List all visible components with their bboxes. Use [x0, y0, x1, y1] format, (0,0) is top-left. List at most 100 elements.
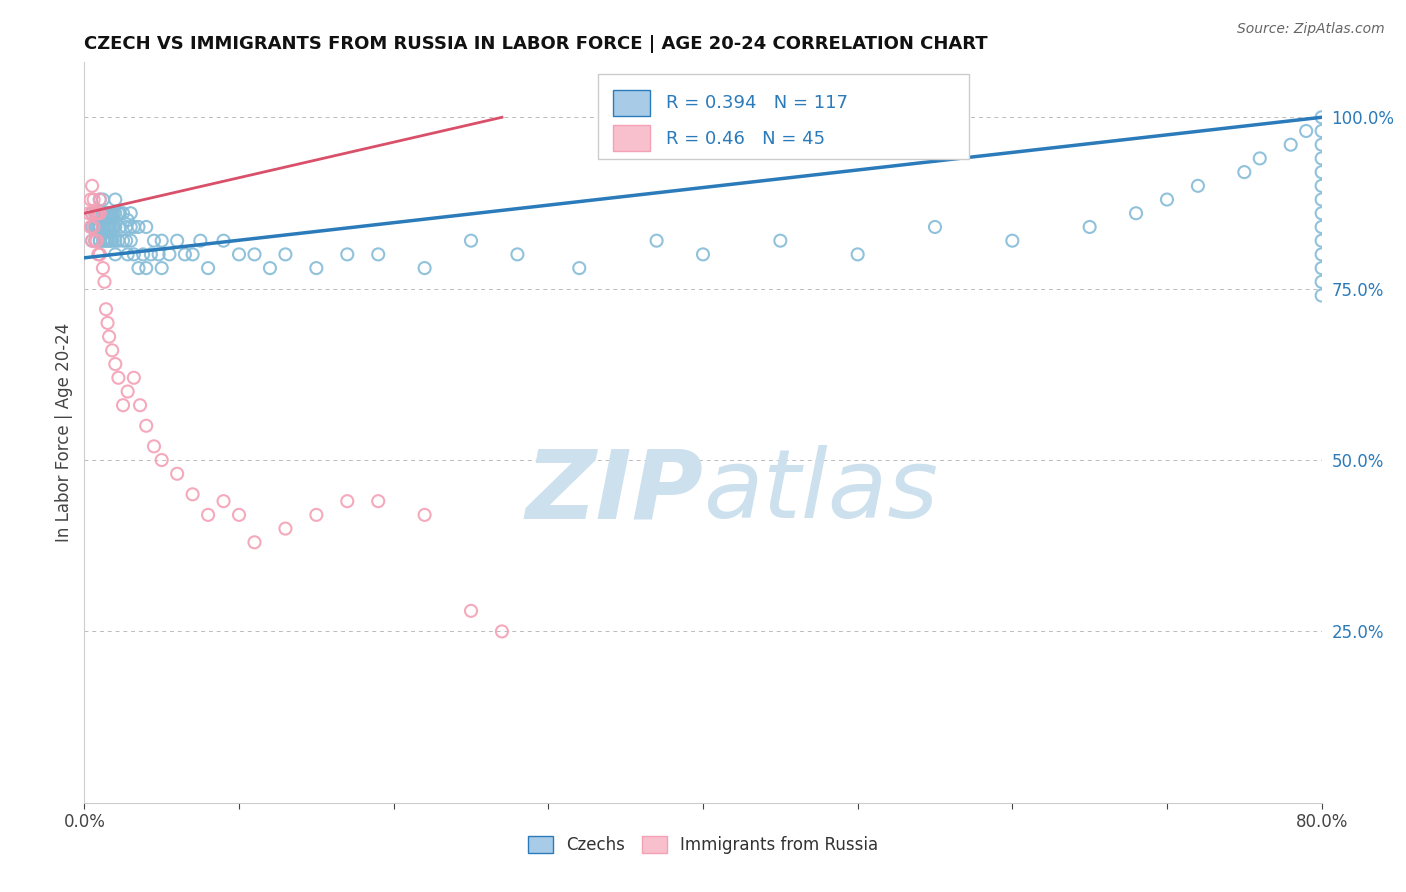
Point	[89, 219, 111, 234]
Point	[166, 467, 188, 481]
Point	[82, 206, 104, 220]
Point	[91, 193, 114, 207]
Point	[181, 247, 204, 261]
Point	[84, 206, 107, 220]
Point	[91, 234, 114, 248]
Point	[84, 234, 107, 248]
Text: CZECH VS IMMIGRANTS FROM RUSSIA IN LABOR FORCE | AGE 20-24 CORRELATION CHART: CZECH VS IMMIGRANTS FROM RUSSIA IN LABOR…	[84, 35, 988, 53]
Point	[82, 234, 104, 248]
Point	[96, 234, 118, 248]
Point	[132, 247, 155, 261]
Point	[846, 247, 869, 261]
Point	[135, 219, 157, 234]
Point	[1310, 124, 1333, 138]
Point	[103, 219, 125, 234]
Point	[104, 206, 127, 220]
Point	[243, 247, 266, 261]
Point	[89, 193, 111, 207]
Point	[1295, 124, 1317, 138]
Point	[413, 261, 436, 276]
Point	[93, 234, 115, 248]
Point	[104, 247, 127, 261]
Point	[212, 234, 235, 248]
Point	[413, 508, 436, 522]
Point	[367, 494, 389, 508]
Point	[769, 234, 792, 248]
Point	[143, 234, 166, 248]
Point	[129, 398, 152, 412]
Point	[89, 206, 111, 220]
Point	[122, 371, 145, 385]
Point	[104, 219, 127, 234]
Point	[82, 206, 104, 220]
Point	[274, 247, 297, 261]
Point	[1310, 288, 1333, 302]
Point	[82, 219, 104, 234]
Point	[367, 247, 389, 261]
Point	[150, 453, 173, 467]
Point	[336, 247, 359, 261]
Point	[150, 234, 173, 248]
Point	[108, 219, 131, 234]
Legend: Czechs, Immigrants from Russia: Czechs, Immigrants from Russia	[522, 830, 884, 861]
Point	[228, 508, 250, 522]
Point	[100, 206, 122, 220]
Point	[103, 206, 125, 220]
Point	[117, 384, 139, 399]
Point	[82, 234, 104, 248]
Point	[115, 234, 138, 248]
Point	[188, 234, 211, 248]
Point	[94, 219, 117, 234]
Point	[112, 206, 135, 220]
Text: ZIP: ZIP	[524, 445, 703, 539]
Point	[1310, 275, 1333, 289]
Point	[135, 418, 157, 433]
Point	[108, 206, 131, 220]
Bar	[613, 90, 650, 117]
Point	[1310, 234, 1333, 248]
Point	[107, 206, 129, 220]
Point	[1156, 193, 1178, 207]
Point	[1310, 178, 1333, 193]
Point	[86, 206, 108, 220]
Point	[87, 247, 110, 261]
Point	[305, 508, 328, 522]
Point	[82, 178, 104, 193]
Point	[117, 247, 139, 261]
Point	[112, 234, 135, 248]
Point	[115, 219, 138, 234]
Point	[1187, 178, 1209, 193]
Point	[1310, 137, 1333, 152]
Point	[491, 624, 513, 639]
Point	[79, 219, 101, 234]
Point	[174, 247, 197, 261]
Point	[305, 261, 328, 276]
Point	[104, 357, 127, 371]
Point	[228, 247, 250, 261]
Point	[1310, 206, 1333, 220]
Point	[1279, 137, 1302, 152]
Point	[506, 247, 529, 261]
Point	[148, 247, 170, 261]
Point	[87, 206, 110, 220]
Point	[1310, 110, 1333, 124]
Point	[122, 247, 145, 261]
Point	[122, 219, 145, 234]
Point	[120, 234, 142, 248]
Point	[86, 206, 108, 220]
Point	[568, 261, 591, 276]
Point	[1125, 206, 1147, 220]
Point	[84, 206, 107, 220]
Point	[159, 247, 180, 261]
Point	[94, 206, 117, 220]
Point	[1310, 165, 1333, 179]
Point	[112, 398, 135, 412]
Point	[101, 219, 124, 234]
Point	[79, 193, 101, 207]
Point	[86, 219, 108, 234]
Point	[100, 234, 122, 248]
Point	[1310, 261, 1333, 276]
Text: R = 0.394   N = 117: R = 0.394 N = 117	[666, 95, 848, 112]
Point	[1310, 193, 1333, 207]
Point	[93, 275, 115, 289]
